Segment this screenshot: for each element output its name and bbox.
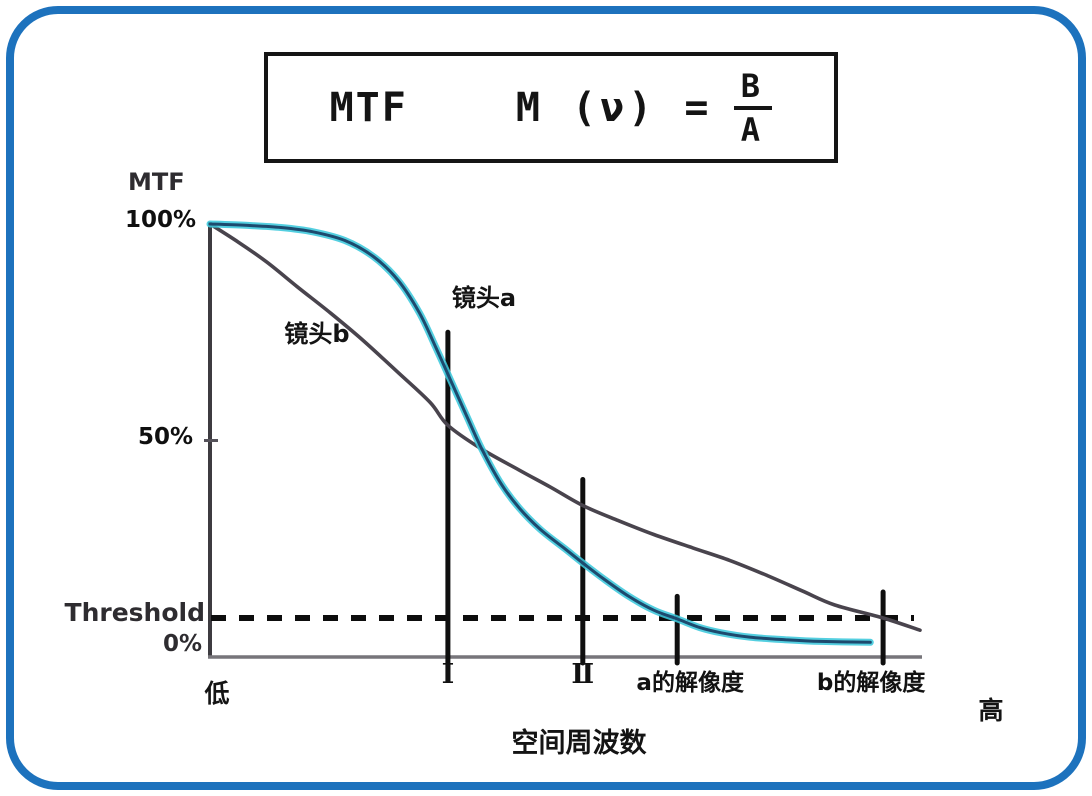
- threshold-label: Threshold: [64, 598, 205, 627]
- marker-label-1: Ⅰ: [441, 659, 455, 690]
- marker-label-2: Ⅱ: [571, 659, 595, 690]
- formula-numerator: B: [740, 66, 761, 105]
- y-tick-0: 0%: [162, 631, 202, 657]
- lens-b-curve: [208, 222, 922, 632]
- x-label-low: 低: [204, 679, 230, 708]
- formula-mtf-label: MTF: [329, 84, 408, 131]
- y-axis-title: MTF: [128, 168, 185, 196]
- lens-a-curve-glow: [206, 220, 874, 646]
- formula-expression: M (ν) =: [515, 84, 713, 131]
- formula-fraction: B A: [728, 66, 773, 149]
- x-axis-title: 空间周波数: [511, 728, 647, 759]
- fraction-bar-line: [734, 105, 773, 110]
- marker-label-3: a的解像度: [636, 670, 744, 696]
- lens-a-curve-label: 镜头a: [451, 284, 517, 312]
- y-tick-50: 50%: [137, 424, 193, 450]
- y-tick-100: 100%: [124, 207, 196, 233]
- formula-box: MTF M (ν) = B A: [264, 52, 838, 163]
- x-label-high: 高: [978, 696, 1004, 725]
- lens-a-curve-core: [208, 222, 872, 644]
- lens-b-curve-label: 镜头b: [284, 320, 350, 348]
- formula-denominator: A: [740, 110, 761, 149]
- marker-label-4: b的解像度: [816, 670, 926, 696]
